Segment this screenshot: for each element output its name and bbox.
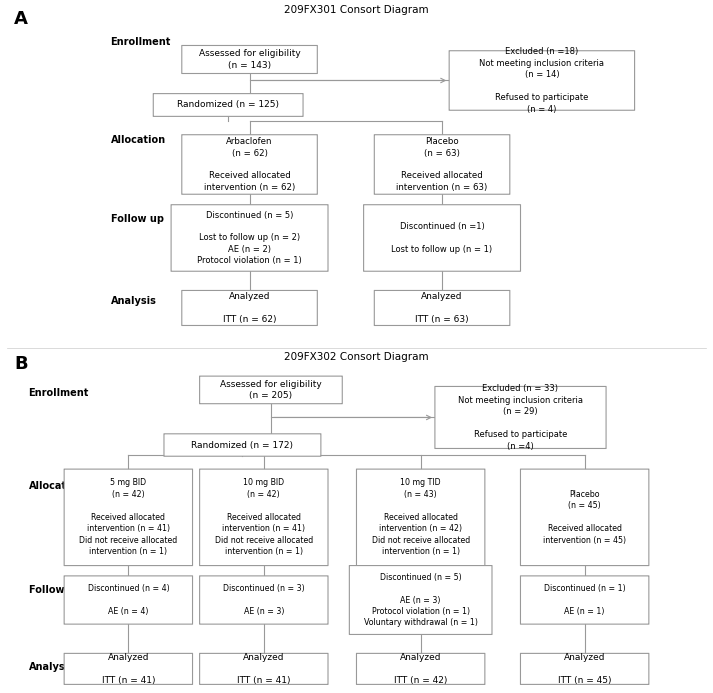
Text: Excluded (n =18)
Not meeting inclusion criteria
(n = 14)

Refused to participate: Excluded (n =18) Not meeting inclusion c… [479, 47, 605, 114]
FancyBboxPatch shape [374, 290, 510, 326]
Text: Analysis: Analysis [29, 663, 74, 672]
Text: Discontinued (n = 3)

AE (n = 3): Discontinued (n = 3) AE (n = 3) [223, 584, 304, 616]
Text: Enrollment: Enrollment [29, 388, 89, 398]
Text: Assessed for eligibility
(n = 143): Assessed for eligibility (n = 143) [199, 49, 300, 70]
Text: Excluded (n = 33)
Not meeting inclusion criteria
(n = 29)

Refused to participat: Excluded (n = 33) Not meeting inclusion … [458, 385, 583, 450]
Text: Arbaclofen
(n = 62)

Received allocated
intervention (n = 62): Arbaclofen (n = 62) Received allocated i… [204, 137, 295, 192]
Text: Placebo
(n = 45)

Received allocated
intervention (n = 45): Placebo (n = 45) Received allocated inte… [543, 490, 626, 545]
Text: 10 mg TID
(n = 43)

Received allocated
intervention (n = 42)
Did not receive all: 10 mg TID (n = 43) Received allocated in… [371, 478, 470, 556]
Text: Discontinued (n =1)

Lost to follow up (n = 1): Discontinued (n =1) Lost to follow up (n… [391, 222, 493, 254]
Text: 209FX302 Consort Diagram: 209FX302 Consort Diagram [284, 352, 429, 362]
Text: Discontinued (n = 5)

Lost to follow up (n = 2)
AE (n = 2)
Protocol violation (n: Discontinued (n = 5) Lost to follow up (… [198, 211, 302, 265]
FancyBboxPatch shape [374, 134, 510, 194]
Text: Placebo
(n = 63)

Received allocated
intervention (n = 63): Placebo (n = 63) Received allocated inte… [396, 137, 488, 192]
Text: Enrollment: Enrollment [111, 37, 171, 47]
FancyBboxPatch shape [520, 576, 649, 624]
Text: Analyzed

ITT (n = 41): Analyzed ITT (n = 41) [237, 653, 291, 685]
FancyBboxPatch shape [364, 204, 520, 271]
Text: Follow up: Follow up [29, 585, 81, 595]
FancyBboxPatch shape [182, 134, 317, 194]
Text: 5 mg BID
(n = 42)

Received allocated
intervention (n = 41)
Did not receive allo: 5 mg BID (n = 42) Received allocated int… [79, 478, 178, 556]
FancyBboxPatch shape [200, 469, 328, 565]
Text: Discontinued (n = 5)

AE (n = 3)
Protocol violation (n = 1)
Voluntary withdrawal: Discontinued (n = 5) AE (n = 3) Protocol… [364, 572, 478, 627]
FancyBboxPatch shape [64, 469, 193, 565]
FancyBboxPatch shape [356, 653, 485, 685]
Text: 209FX301 Consort Diagram: 209FX301 Consort Diagram [284, 6, 429, 15]
FancyBboxPatch shape [200, 576, 328, 624]
Text: Assessed for eligibility
(n = 205): Assessed for eligibility (n = 205) [220, 380, 322, 400]
FancyBboxPatch shape [171, 204, 328, 271]
FancyBboxPatch shape [520, 653, 649, 685]
FancyBboxPatch shape [520, 469, 649, 565]
FancyBboxPatch shape [64, 576, 193, 624]
Text: Analyzed

ITT (n = 42): Analyzed ITT (n = 42) [394, 653, 447, 685]
FancyBboxPatch shape [182, 290, 317, 326]
FancyBboxPatch shape [356, 469, 485, 565]
FancyBboxPatch shape [349, 565, 492, 635]
Text: 10 mg BID
(n = 42)

Received allocated
intervention (n = 41)
Did not receive all: 10 mg BID (n = 42) Received allocated in… [215, 478, 313, 556]
FancyBboxPatch shape [200, 376, 342, 404]
Text: Discontinued (n = 4)

AE (n = 4): Discontinued (n = 4) AE (n = 4) [88, 584, 169, 616]
Text: Randomized (n = 125): Randomized (n = 125) [177, 100, 279, 109]
FancyBboxPatch shape [64, 653, 193, 685]
Text: Analysis: Analysis [111, 296, 156, 306]
Text: Analyzed

ITT (n = 45): Analyzed ITT (n = 45) [558, 653, 612, 685]
Text: Allocation: Allocation [29, 482, 83, 491]
Text: Analyzed

ITT (n = 41): Analyzed ITT (n = 41) [101, 653, 155, 685]
FancyBboxPatch shape [153, 94, 303, 116]
Text: Analyzed

ITT (n = 63): Analyzed ITT (n = 63) [415, 292, 469, 324]
Text: Allocation: Allocation [111, 135, 165, 145]
FancyBboxPatch shape [200, 653, 328, 685]
Text: Follow up: Follow up [111, 213, 163, 224]
FancyBboxPatch shape [435, 387, 606, 448]
Text: A: A [14, 10, 28, 28]
FancyBboxPatch shape [449, 51, 635, 110]
Text: B: B [14, 356, 28, 374]
Text: Analyzed

ITT (n = 62): Analyzed ITT (n = 62) [222, 292, 277, 324]
Text: Randomized (n = 172): Randomized (n = 172) [191, 441, 294, 450]
FancyBboxPatch shape [182, 46, 317, 73]
Text: Discontinued (n = 1)

AE (n = 1): Discontinued (n = 1) AE (n = 1) [544, 584, 625, 616]
FancyBboxPatch shape [164, 434, 321, 456]
